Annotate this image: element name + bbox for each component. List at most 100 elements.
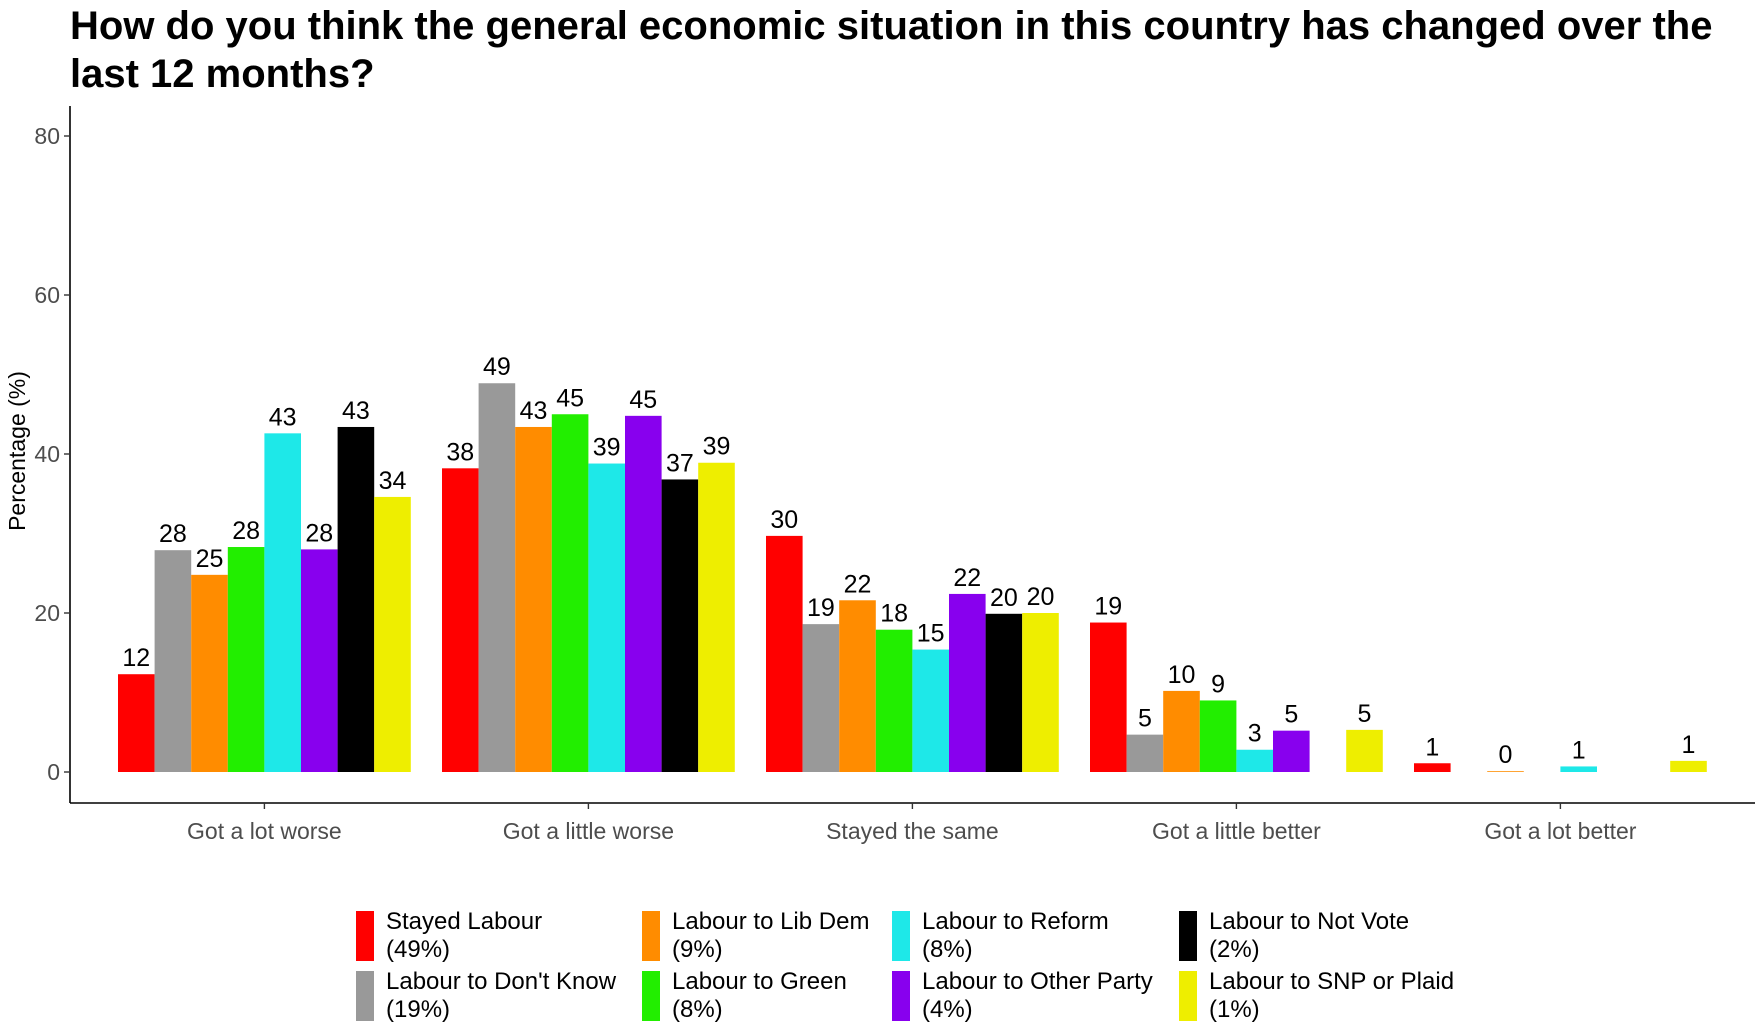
bar [227,547,265,772]
legend-swatch [892,911,910,961]
data-label: 15 [917,620,945,648]
data-label: 0 [1499,741,1513,769]
bar [337,426,375,772]
y-tick-label: 80 [34,123,60,149]
bar [949,593,986,772]
data-label: 10 [1168,661,1196,689]
legend-swatch [1179,911,1197,961]
legend-series-name: Labour to Don't Know [386,968,617,995]
bar [1022,613,1059,772]
legend-label: Labour to Not Vote (2%) [1209,908,1409,964]
bar [118,674,155,772]
bar [264,433,301,772]
data-label: 20 [1027,583,1055,611]
legend-swatch [892,971,910,1021]
x-tick-label: Got a little worse [503,818,674,844]
legend-series-name: Labour to SNP or Plaid [1209,968,1455,995]
bar [625,415,662,772]
bar [1126,734,1164,772]
bar [985,613,1023,772]
bar [698,462,735,772]
data-label: 1 [1425,733,1439,761]
data-label: 30 [770,506,798,534]
x-tick-label: Stayed the same [826,818,999,844]
y-tick-label: 60 [34,282,60,308]
data-label: 9 [1211,670,1225,698]
bar [661,479,699,772]
data-label: 25 [196,545,224,573]
legend-series-share: (8%) [922,936,973,963]
data-label: 22 [844,570,872,598]
data-label: 5 [1284,701,1298,729]
x-tick-label: Got a lot worse [187,818,342,844]
data-label: 49 [483,353,511,381]
bar [588,463,625,772]
legend-series-share: (49%) [386,936,451,963]
data-label: 43 [269,403,297,431]
bar [1236,749,1273,772]
legend-label: Labour to Green (8%) [672,968,847,1024]
bar [301,549,338,772]
legend-swatch [1179,971,1197,1021]
y-tick-label: 0 [47,759,60,785]
data-label: 43 [342,397,370,425]
bar [515,426,552,772]
legend-series-name: Labour to Not Vote [1209,908,1410,935]
bar [875,629,913,772]
data-label: 34 [379,467,407,495]
legend-swatch [356,971,374,1021]
legend-series-share: (19%) [386,996,451,1023]
legend-label: Stayed Labour (49%) [386,908,542,964]
data-label: 12 [122,644,150,672]
legend-series-name: Labour to Other Party [922,968,1153,995]
data-label: 28 [159,520,187,548]
legend: Stayed Labour (49%) Labour to Don't Know (1… [356,908,1536,1032]
y-axis: 0 20 40 60 80 [34,106,71,803]
x-axis: Got a lot worse Got a little worse Stayed … [70,802,1755,844]
bar [1560,766,1597,772]
legend-swatch [642,911,660,961]
data-label: 39 [703,433,731,461]
legend-label: Labour to SNP or Plaid (1%) [1209,968,1454,1024]
bar [1273,730,1310,772]
data-label: 45 [629,386,657,414]
data-label: 38 [446,438,474,466]
legend-label: Labour to Reform (8%) [922,908,1109,964]
bar [1670,760,1707,772]
legend-item: Labour to Not Vote (2%) [1179,908,1459,964]
legend-item: Labour to Don't Know (19%) [356,968,636,1024]
legend-label: Labour to Lib Dem (9%) [672,908,869,964]
legend-item: Labour to Other Party (4%) [892,968,1172,1024]
bar [1487,771,1524,772]
bar [1090,622,1127,772]
legend-item: Labour to Green (8%) [642,968,922,1024]
data-label: 5 [1138,705,1152,733]
data-label: 22 [953,564,981,592]
data-label: 20 [990,584,1018,612]
legend-series-share: (9%) [672,936,723,963]
data-label: 3 [1248,720,1262,748]
legend-swatch [642,971,660,1021]
data-label: 5 [1358,700,1372,728]
bar [1199,700,1237,772]
data-label: 37 [666,449,694,477]
data-label: 19 [1094,593,1122,621]
legend-swatch [356,911,374,961]
legend-series-share: (8%) [672,996,723,1023]
legend-series-name: Stayed Labour [386,908,543,935]
bar [374,496,411,772]
bar [154,550,192,772]
y-tick-label: 20 [34,600,60,626]
bar [191,574,228,772]
bar [766,535,803,772]
bar [551,414,589,772]
data-label: 43 [520,397,548,425]
data-label: 45 [556,384,584,412]
y-axis-title: Percentage (%) [4,371,30,531]
bar [912,649,949,772]
data-label: 28 [232,517,260,545]
data-label: 1 [1572,736,1586,764]
data-label: 18 [880,600,908,628]
bar [478,383,516,772]
